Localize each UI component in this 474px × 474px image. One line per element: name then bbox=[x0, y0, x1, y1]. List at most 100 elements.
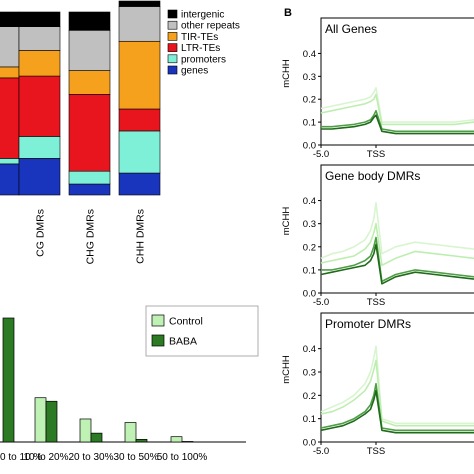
mchh-line-1 bbox=[320, 345, 474, 425]
y-tick-label: 0.2 bbox=[303, 95, 316, 106]
stacked-bar-segment-intergenic-4 bbox=[118, 0, 161, 7]
x-tick-label-5-0: -5.0 bbox=[313, 446, 329, 457]
bar-baba-50-to-100 bbox=[181, 441, 194, 443]
stacked-bar-segment-intergenic-2 bbox=[18, 11, 61, 27]
plot-frame bbox=[320, 17, 474, 146]
x-tick-label-10-to-20: 10 to 20% bbox=[23, 452, 68, 463]
stacked-bar-segment-other-repeats-2 bbox=[18, 26, 61, 51]
bar-control-30-to-50 bbox=[124, 422, 137, 443]
mchh-line-4 bbox=[321, 114, 474, 135]
legend-swatch-promoters bbox=[167, 54, 178, 64]
stacked-bar-segment-tir-tes-1 bbox=[0, 66, 20, 79]
plot-frame bbox=[320, 312, 474, 443]
line-chart-promoter-dmrs: Promoter DMRs mCHH 0.0 0.1 0.2 0.3 0.4 -5.0 TSS bbox=[281, 312, 474, 457]
legend-label-promoters: promoters bbox=[181, 54, 226, 65]
bar-control-10-to-20 bbox=[34, 397, 47, 443]
y-tick-label: 0.0 bbox=[303, 289, 316, 300]
bar-baba-0-to-10 bbox=[2, 317, 15, 443]
x-tick-label-30-to-50: 30 to 50% bbox=[113, 452, 158, 463]
stacked-bar-segment-ltr-tes-4 bbox=[118, 108, 161, 132]
legend-box bbox=[145, 305, 259, 357]
y-axis-label: mCHH bbox=[281, 59, 292, 88]
legend-swatch-intergenic bbox=[167, 9, 178, 19]
mchh-line-3 bbox=[321, 109, 474, 133]
y-tick-label: 0.0 bbox=[303, 141, 316, 152]
legend-label-baba: BABA bbox=[169, 336, 197, 348]
methylation-bar-chart: 0 to 10 %10 to 20% 20 to 30% 30 to 50%50 t… bbox=[0, 305, 259, 463]
x-tick-label-50-to-100: 50 to 100% bbox=[157, 452, 208, 463]
bar-control-20-to-30 bbox=[79, 418, 92, 443]
x-tick-label-chh-dmrs: CHH DMRs bbox=[135, 209, 147, 264]
y-tick-label: 0.3 bbox=[303, 72, 316, 83]
stacked-bar-chart: CG DMRs CHG DMRs CHH DMRs bbox=[0, 0, 161, 264]
mchh-line-2 bbox=[320, 93, 474, 126]
x-tick-label-tss: TSS bbox=[367, 149, 385, 160]
y-tick-label: 0.1 bbox=[303, 118, 316, 129]
mchh-line-2 bbox=[320, 222, 474, 267]
y-tick-label: 0.2 bbox=[303, 391, 316, 402]
stacked-bar-segment-intergenic-3 bbox=[68, 11, 111, 31]
stacked-bar-segment-ltr-tes-2 bbox=[18, 75, 61, 137]
stacked-bar-segment-promoters-3 bbox=[68, 170, 111, 185]
x-tick-label-0-to-10: 0 to 10 % bbox=[0, 452, 42, 463]
y-tick-label: 0.2 bbox=[303, 242, 316, 253]
stacked-bar-segment-promoters-2 bbox=[18, 136, 61, 159]
y-tick-label: 0.0 bbox=[303, 438, 316, 449]
legend-label-intergenic: intergenic bbox=[181, 10, 224, 21]
x-tick-label-20-to-30: 20 to 30% bbox=[68, 452, 113, 463]
x-tick-label-5-0: -5.0 bbox=[313, 149, 329, 160]
x-tick-label-5-0: -5.0 bbox=[313, 297, 329, 308]
mchh-line-4 bbox=[320, 389, 474, 434]
chart-title: Gene body DMRs bbox=[325, 169, 420, 183]
bar-control-50-to-100 bbox=[170, 436, 183, 443]
stacked-bar-segment-promoters-1 bbox=[0, 158, 20, 165]
mchh-line-3 bbox=[320, 382, 474, 432]
legend-swatch-genes bbox=[167, 65, 178, 75]
mchh-line-1 bbox=[320, 87, 474, 123]
x-tick-label-chg-dmrs: CHG DMRs bbox=[85, 209, 97, 264]
y-axis-label: mCHH bbox=[281, 355, 292, 384]
x-tick-label-cg-dmrs: CG DMRs bbox=[35, 209, 47, 257]
stacked-bar-segment-other-repeats-1 bbox=[0, 26, 20, 68]
bar-baba-10-to-20 bbox=[45, 400, 58, 443]
y-axis-label: mCHH bbox=[281, 207, 292, 236]
legend-label-ltr-tes: LTR-TEs bbox=[181, 43, 220, 54]
legend-swatch-other-repeats bbox=[167, 20, 178, 30]
y-tick-label: 0.1 bbox=[303, 414, 316, 425]
legend-label-other-repeats: other repeats bbox=[181, 21, 240, 32]
stacked-bar-segment-other-repeats-4 bbox=[118, 6, 161, 42]
mchh-line-1 bbox=[320, 202, 474, 260]
stacked-bar-segment-genes-4 bbox=[118, 172, 161, 196]
stacked-bar-segment-genes-2 bbox=[18, 158, 61, 196]
y-tick-label: 0.3 bbox=[303, 368, 316, 379]
stacked-bar-segment-tir-tes-3 bbox=[68, 70, 111, 95]
legend-swatch-tir-tes bbox=[167, 32, 178, 41]
legend-label-tir-tes: TIR-TEs bbox=[181, 32, 218, 43]
stacked-bar-segment-genes-3 bbox=[68, 183, 111, 196]
legend-swatch-ltr-tes bbox=[167, 43, 178, 52]
stacked-bar-segment-tir-tes-2 bbox=[18, 50, 61, 77]
x-tick-label-tss: TSS bbox=[367, 297, 385, 308]
x-tick-label-tss: TSS bbox=[367, 446, 385, 457]
y-tick-label: 0.3 bbox=[303, 219, 316, 230]
legend-label-genes: genes bbox=[181, 66, 208, 77]
bar-baba-30-to-50 bbox=[135, 438, 148, 443]
y-tick-label: 0.4 bbox=[303, 344, 316, 355]
stacked-bar-segment-ltr-tes-1 bbox=[0, 77, 20, 159]
line-chart-gene-body-dmrs: Gene body DMRs mCHH 0.0 0.1 0.2 0.3 0.4 -5.0 TSS bbox=[281, 164, 474, 308]
y-tick-label: 0.1 bbox=[303, 265, 316, 276]
mchh-line-3 bbox=[321, 236, 474, 283]
legend-swatch-control bbox=[151, 314, 165, 327]
chart-title: Promoter DMRs bbox=[325, 317, 411, 331]
stacked-bar-segment-tir-tes-4 bbox=[118, 40, 161, 110]
legend-label-control: Control bbox=[169, 316, 203, 328]
line-chart-all-genes: All Genes mCHH 0.0 0.1 0.2 0.3 0.4 -5.0 TSS bbox=[281, 17, 474, 160]
bar-baba-20-to-30 bbox=[90, 432, 103, 443]
stacked-bar-segment-promoters-4 bbox=[118, 130, 161, 174]
stacked-bar-segment-intergenic-1 bbox=[0, 11, 20, 27]
stacked-bar-segment-genes-1 bbox=[0, 163, 20, 196]
y-tick-label: 0.4 bbox=[303, 49, 316, 60]
